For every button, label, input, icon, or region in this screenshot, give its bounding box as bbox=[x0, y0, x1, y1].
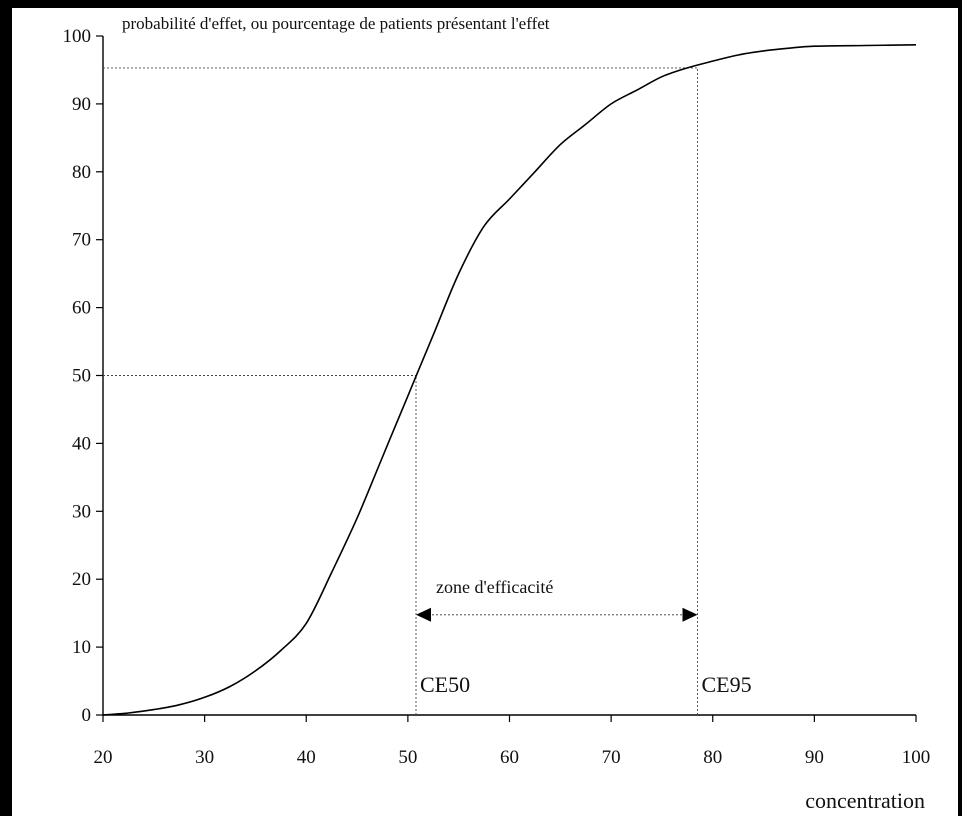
efficacy-zone-label: zone d'efficacité bbox=[436, 577, 553, 597]
y-tick-label: 50 bbox=[72, 366, 91, 387]
x-tick-label: 40 bbox=[297, 747, 316, 768]
x-tick-label: 70 bbox=[602, 747, 621, 768]
x-tick-label: 100 bbox=[902, 747, 931, 768]
y-tick-label: 80 bbox=[72, 162, 91, 183]
efficacy-zone-arrow-left bbox=[416, 607, 432, 622]
y-tick-label: 70 bbox=[72, 230, 91, 251]
y-tick-label: 0 bbox=[82, 705, 92, 726]
x-tick-label: 50 bbox=[398, 747, 417, 768]
x-tick-label: 80 bbox=[703, 747, 722, 768]
efficacy-zone-arrow-right bbox=[682, 607, 698, 622]
x-tick-label: 30 bbox=[195, 747, 214, 768]
axes: 20 30 40 50 60 70 80 90 100 0 10 20 30 40 50 60 70 80 90 10… bbox=[63, 26, 931, 768]
annotation-ce50: CE50 bbox=[420, 672, 470, 697]
x-axis-label: concentration bbox=[805, 788, 925, 813]
reference-lines bbox=[103, 67, 698, 715]
y-tick-label: 10 bbox=[72, 637, 91, 658]
y-tick-label: 60 bbox=[72, 298, 91, 319]
y-tick-label: 20 bbox=[72, 569, 91, 590]
y-tick-label: 40 bbox=[72, 433, 91, 454]
y-tick-label: 90 bbox=[72, 94, 91, 115]
series-line bbox=[102, 44, 917, 716]
y-tick-label: 30 bbox=[72, 501, 91, 522]
y-tick-label: 100 bbox=[63, 26, 92, 47]
x-tick-label: 90 bbox=[805, 747, 824, 768]
x-tick-label: 60 bbox=[500, 747, 519, 768]
series-layer bbox=[102, 44, 917, 716]
chart-title: probabilité d'effet, ou pourcentage de p… bbox=[122, 14, 550, 33]
annotation-ce95: CE95 bbox=[702, 672, 752, 697]
annotations: CE50 CE95 zone d'efficacité bbox=[416, 577, 752, 697]
x-tick-label: 20 bbox=[94, 747, 113, 768]
